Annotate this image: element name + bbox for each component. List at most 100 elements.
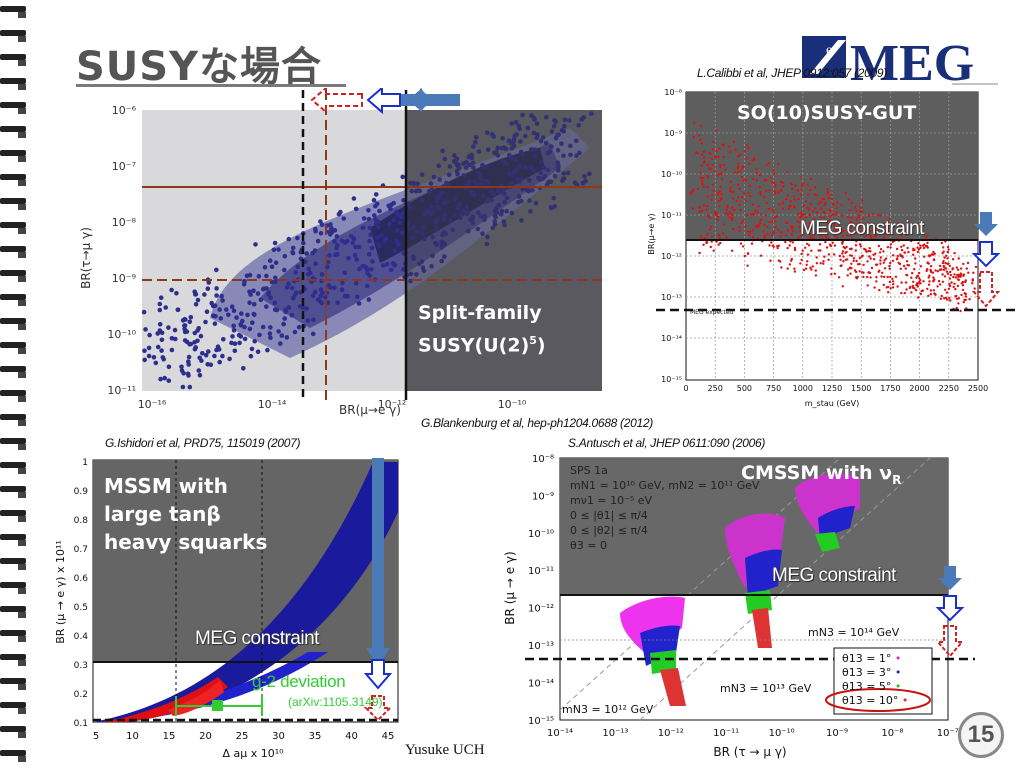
scatter-point bbox=[510, 181, 516, 186]
scatter-point bbox=[780, 266, 783, 269]
scatter-point bbox=[513, 120, 519, 125]
scatter-point bbox=[759, 193, 763, 196]
scatter-point bbox=[889, 243, 893, 246]
citation-ishidori: G.Ishidori et al, PRD75, 115019 (2007) bbox=[105, 436, 301, 450]
scatter-point bbox=[326, 229, 332, 235]
scatter-point bbox=[406, 226, 412, 232]
scatter-point bbox=[906, 230, 909, 233]
scatter-point bbox=[716, 191, 720, 195]
scatter-point bbox=[437, 177, 443, 182]
scatter-point bbox=[823, 216, 826, 219]
scatter-point bbox=[777, 228, 780, 231]
scatter-point bbox=[951, 258, 955, 261]
scatter-point bbox=[869, 257, 872, 260]
scatter-point bbox=[953, 273, 956, 276]
scatter-point bbox=[736, 166, 740, 170]
scatter-point bbox=[709, 245, 712, 249]
scatter-point bbox=[751, 159, 754, 162]
scatter-point bbox=[883, 236, 886, 239]
scatter-point bbox=[863, 229, 866, 232]
scatter-point bbox=[271, 247, 277, 253]
scatter-point bbox=[718, 204, 721, 208]
scatter-point bbox=[724, 168, 727, 172]
scatter-point bbox=[224, 307, 229, 312]
scatter-point bbox=[755, 167, 758, 171]
scatter-point bbox=[551, 195, 557, 201]
scatter-point bbox=[442, 242, 448, 247]
scatter-point bbox=[964, 295, 967, 298]
scatter-point bbox=[143, 327, 148, 332]
scatter-point bbox=[577, 150, 582, 156]
scatter-point bbox=[767, 207, 770, 211]
scatter-point bbox=[914, 262, 917, 265]
scatter-point bbox=[442, 254, 447, 259]
scatter-point bbox=[232, 348, 238, 354]
scatter-point bbox=[294, 290, 299, 295]
scatter-point bbox=[264, 304, 269, 309]
scatter-point bbox=[319, 222, 325, 227]
scatter-point bbox=[929, 293, 933, 296]
scatter-point bbox=[187, 319, 193, 325]
scatter-point bbox=[472, 192, 477, 198]
scatter-point bbox=[957, 273, 960, 276]
scatter-point bbox=[335, 300, 340, 306]
scatter-point bbox=[748, 233, 751, 236]
scatter-point bbox=[726, 206, 729, 209]
scatter-point bbox=[538, 170, 543, 176]
scatter-point bbox=[188, 315, 194, 320]
scatter-point bbox=[237, 340, 242, 346]
scatter-point bbox=[782, 185, 785, 188]
scatter-point bbox=[478, 173, 483, 179]
scatter-point bbox=[356, 301, 362, 306]
scatter-point bbox=[192, 340, 197, 345]
scatter-point bbox=[736, 183, 740, 186]
scatter-point bbox=[926, 261, 929, 265]
scatter-point bbox=[718, 147, 721, 150]
scatter-point bbox=[699, 176, 703, 180]
scatter-point bbox=[841, 214, 844, 217]
scatter-point bbox=[875, 280, 878, 283]
scatter-point bbox=[360, 225, 366, 231]
scatter-point bbox=[195, 297, 201, 303]
scatter-point bbox=[822, 210, 825, 214]
scatter-point bbox=[489, 189, 494, 194]
scatter-point bbox=[528, 165, 534, 170]
scatter-point bbox=[802, 182, 805, 185]
scatter-point bbox=[819, 262, 822, 265]
scatter-point bbox=[248, 353, 254, 359]
scatter-point bbox=[551, 124, 557, 129]
scatter-point bbox=[809, 177, 813, 181]
scatter-point bbox=[744, 199, 748, 202]
scatter-point bbox=[833, 272, 836, 275]
so10-meg-constraint: MEG constraint bbox=[800, 218, 924, 239]
scatter-point bbox=[964, 280, 967, 284]
scatter-point bbox=[973, 287, 976, 290]
scatter-point bbox=[450, 227, 456, 233]
scatter-point bbox=[464, 210, 469, 216]
scatter-point bbox=[819, 200, 822, 204]
scatter-point bbox=[186, 354, 192, 360]
scatter-point bbox=[180, 384, 186, 390]
mssm-xtick: 15 bbox=[163, 731, 176, 742]
scatter-point bbox=[379, 233, 385, 238]
scatter-point bbox=[789, 225, 793, 228]
scatter-point bbox=[242, 324, 247, 330]
scatter-point bbox=[924, 236, 927, 239]
scatter-point bbox=[942, 268, 946, 271]
scatter-point bbox=[273, 275, 278, 281]
scatter-point bbox=[289, 285, 295, 291]
so10-xtick: 2500 bbox=[968, 384, 988, 393]
scatter-point bbox=[162, 375, 167, 381]
scatter-point bbox=[253, 242, 258, 247]
scatter-point bbox=[746, 264, 749, 267]
so10-ytick: 10⁻¹⁵ bbox=[661, 375, 682, 384]
scatter-point bbox=[879, 248, 883, 251]
scatter-point bbox=[753, 158, 756, 161]
scatter-point bbox=[709, 228, 712, 231]
scatter-point bbox=[368, 232, 374, 237]
scatter-point bbox=[896, 257, 899, 260]
scatter-point bbox=[917, 248, 921, 251]
scatter-point bbox=[370, 259, 375, 264]
cmssm-meg-constraint: MEG constraint bbox=[772, 565, 896, 586]
scatter-point bbox=[699, 235, 703, 238]
